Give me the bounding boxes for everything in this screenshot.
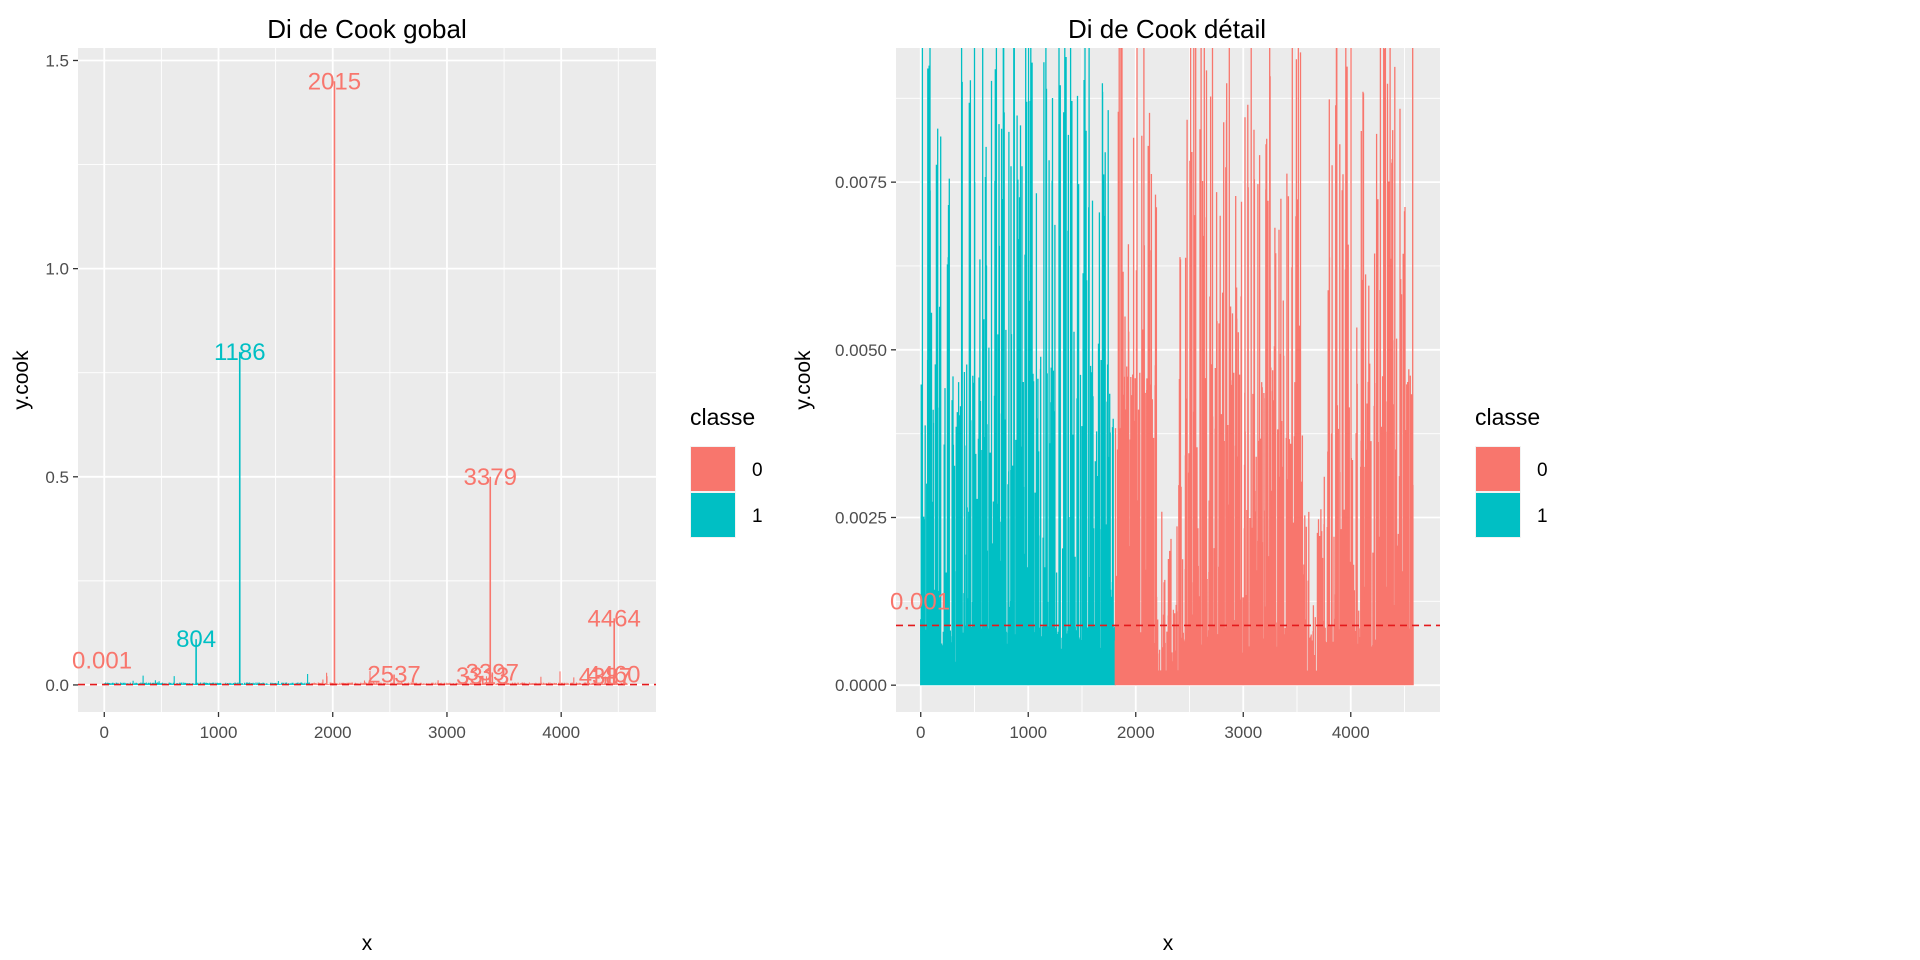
- panel-global: 0 1000 2000 3000 4000 0.0 0.5 1.0 1.5 0.001 804 118…: [10, 14, 763, 955]
- legend-label-0: 0: [1537, 460, 1548, 481]
- spike-label-4387: 4387: [579, 664, 632, 691]
- x-axis-label: x: [362, 932, 373, 955]
- y-tick-label: 0.0: [45, 676, 69, 695]
- marks: [78, 81, 656, 686]
- threshold-label: 0.001: [890, 588, 950, 615]
- x-tick-label: 0: [100, 723, 109, 742]
- x-tick-label: 4000: [542, 723, 580, 742]
- spike-label-4460: 4460: [587, 662, 640, 689]
- legend-label-1: 1: [1537, 506, 1548, 527]
- legend-key-0: [691, 447, 735, 491]
- legend: classe 0 1: [1475, 404, 1548, 538]
- spike-label-2537: 2537: [367, 662, 420, 689]
- x-tick-label: 3000: [428, 723, 466, 742]
- plot-background: [78, 48, 656, 712]
- x-tick-label: 1000: [1009, 723, 1047, 742]
- x-tick-label: 4000: [1332, 723, 1370, 742]
- spike-label-4464: 4464: [587, 605, 640, 632]
- spike-label-3379: 3379: [464, 464, 517, 491]
- y-tick-label: 1.5: [45, 51, 69, 70]
- y-axis-label: y.cook: [10, 350, 33, 410]
- marks: [896, 48, 1440, 686]
- legend-title: classe: [690, 404, 755, 430]
- x-axis-label: x: [1163, 932, 1174, 955]
- legend-key-1: [691, 493, 735, 537]
- x-tick-label: 2000: [314, 723, 352, 742]
- y-tick-label: 0.0050: [835, 341, 887, 360]
- y-tick-label: 0.0025: [835, 508, 887, 527]
- y-tick-label: 0.5: [45, 468, 69, 487]
- legend-label-0: 0: [752, 460, 763, 481]
- y-tick-label: 1.0: [45, 260, 69, 279]
- spike-label-3313: 3313: [456, 663, 509, 690]
- chart-title: Di de Cook détail: [1068, 14, 1266, 44]
- y-tick-label: 0.0075: [835, 173, 887, 192]
- x-tick-label: 2000: [1117, 723, 1155, 742]
- x-tick-label: 0: [916, 723, 925, 742]
- x-tick-label: 1000: [200, 723, 238, 742]
- spike-label-3397: 3397: [466, 659, 519, 686]
- series-1-spikes: [920, 48, 1116, 686]
- legend-title: classe: [1475, 404, 1540, 430]
- panel-detail: 0 1000 2000 3000 4000 0.0000 0.0025 0.0050 0.007…: [792, 14, 1548, 955]
- spike-label-1186: 1186: [214, 339, 266, 366]
- legend-label-1: 1: [752, 506, 763, 527]
- y-axis-label: y.cook: [792, 350, 815, 410]
- y-tick-label: 0.0000: [835, 676, 887, 695]
- spike-label-804: 804: [176, 626, 216, 653]
- spike-label-2015: 2015: [308, 68, 361, 95]
- threshold-label: 0.001: [72, 648, 132, 675]
- series-0-spikes: [1114, 48, 1414, 686]
- x-tick-label: 3000: [1224, 723, 1262, 742]
- legend-key-1: [1476, 493, 1520, 537]
- legend: classe 0 1: [690, 404, 763, 538]
- legend-key-0: [1476, 447, 1520, 491]
- chart-title: Di de Cook gobal: [267, 14, 466, 44]
